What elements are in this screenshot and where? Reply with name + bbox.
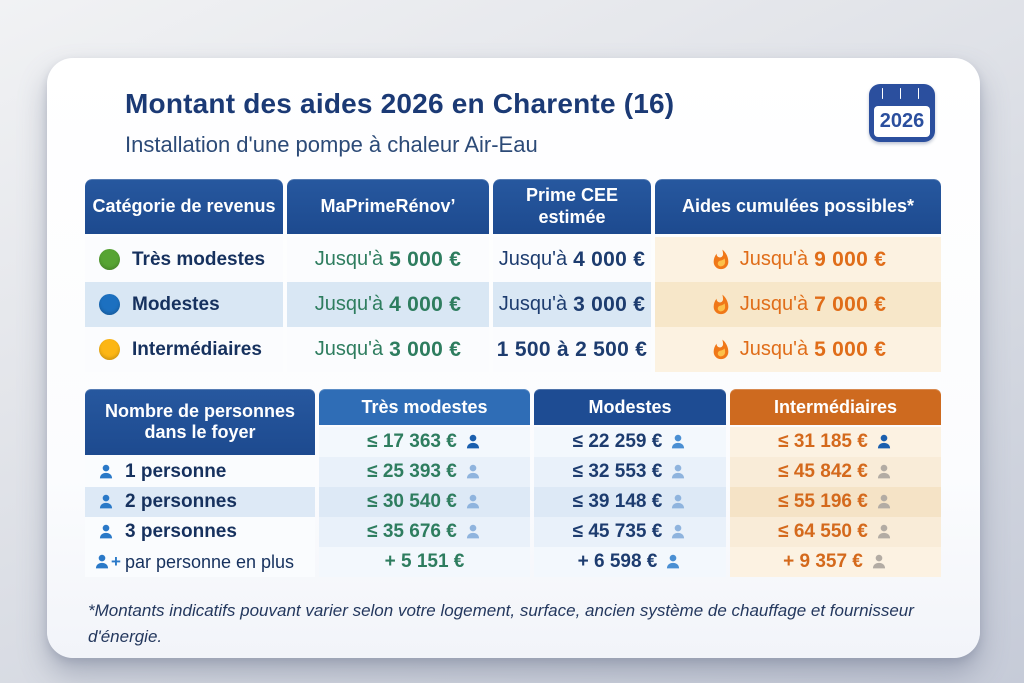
income-threshold-cell: ≤ 55 196 € — [730, 487, 941, 517]
aides-cumulees-value: Jusqu'à 7 000 € — [655, 282, 941, 327]
income-threshold-cell: + 5 151 € — [319, 547, 530, 577]
person-icon — [669, 433, 687, 451]
footnote: *Montants indicatifs pouvant varier selo… — [88, 601, 914, 647]
income-threshold-cell: ≤ 22 259 € — [534, 427, 726, 457]
column-header-modestes: Modestes — [534, 389, 726, 425]
person-icon — [97, 523, 115, 541]
income-threshold-cell: ≤ 64 550 € — [730, 517, 941, 547]
person-icon — [97, 493, 115, 511]
person-icon — [870, 553, 888, 571]
person-icon — [664, 553, 682, 571]
table-row-category: Modestes — [85, 282, 283, 327]
page-subtitle: Installation d'une pompe à chaleur Air-E… — [125, 132, 538, 157]
income-threshold-cell: ≤ 39 148 € — [534, 487, 726, 517]
column-header-category: Catégorie de revenus — [85, 179, 283, 237]
calendar-icon: 2026 — [867, 74, 939, 144]
modestes-column: Modestes ≤ 22 259 € ≤ 32 553 € ≤ 39 148 … — [534, 389, 726, 577]
maprimerenov-value: Jusqu'à 4 000 € — [287, 282, 489, 327]
page-title: Montant des aides 2026 en Charente (16) — [125, 88, 675, 119]
income-threshold-cell: ≤ 31 185 € — [730, 427, 941, 457]
person-icon — [875, 493, 893, 511]
flame-icon — [710, 249, 732, 271]
income-threshold-cell: ≤ 35 676 € — [319, 517, 530, 547]
green-dot-icon — [99, 249, 120, 270]
household-row-label: 1 personne — [85, 457, 315, 487]
person-icon — [669, 493, 687, 511]
aid-amounts-table: Catégorie de revenus MaPrimeRénov’ Prime… — [85, 179, 941, 372]
category-label: Intermédiaires — [132, 338, 262, 360]
income-threshold-cell: ≤ 45 842 € — [730, 457, 941, 487]
table-row-category: Intermédiaires — [85, 327, 283, 372]
person-icon — [464, 433, 482, 451]
column-header-aides-cumulees: Aides cumulées possibles* — [655, 179, 941, 237]
blue-dot-icon — [99, 294, 120, 315]
income-threshold-cell: ≤ 17 363 € — [319, 427, 530, 457]
income-threshold-cell: + 9 357 € — [730, 547, 941, 577]
person-icon — [669, 463, 687, 481]
aides-cumulees-value: Jusqu'à 9 000 € — [655, 237, 941, 282]
household-row-label: 3 personnes — [85, 517, 315, 547]
person-plus-icon — [93, 553, 111, 571]
column-header-tres-modestes: Très modestes — [319, 389, 530, 425]
person-icon — [464, 493, 482, 511]
aides-cumulees-value: Jusqu'à 5 000 € — [655, 327, 941, 372]
flame-icon — [710, 294, 732, 316]
column-header-maprimerenov: MaPrimeRénov’ — [287, 179, 489, 237]
person-icon — [875, 463, 893, 481]
person-icon — [669, 523, 687, 541]
column-header-intermediaires: Intermédiaires — [730, 389, 941, 425]
intermediaires-column: Intermédiaires ≤ 31 185 € ≤ 45 842 € ≤ 5… — [730, 389, 941, 577]
table-row-category: Très modestes — [85, 237, 283, 282]
prime-cee-value: Jusqu'à 3 000 € — [493, 282, 651, 327]
column-header-household: Nombre de personnes dans le foyer — [85, 389, 315, 455]
income-threshold-cell: ≤ 32 553 € — [534, 457, 726, 487]
person-icon — [464, 523, 482, 541]
household-row-label: + par personne en plus — [85, 547, 315, 577]
person-icon — [875, 523, 893, 541]
household-row-label: 2 personnes — [85, 487, 315, 517]
plus-mark: + — [111, 552, 121, 571]
calendar-year: 2026 — [874, 106, 930, 137]
maprimerenov-value: Jusqu'à 3 000 € — [287, 327, 489, 372]
tres-modestes-column: Très modestes ≤ 17 363 € ≤ 25 393 € ≤ 30… — [319, 389, 530, 577]
prime-cee-value: Jusqu'à 4 000 € — [493, 237, 651, 282]
category-label: Très modestes — [132, 248, 266, 270]
yellow-dot-icon — [99, 339, 120, 360]
income-threshold-cell: ≤ 30 540 € — [319, 487, 530, 517]
income-threshold-cell: ≤ 45 735 € — [534, 517, 726, 547]
maprimerenov-value: Jusqu'à 5 000 € — [287, 237, 489, 282]
income-threshold-cell: + 6 598 € — [534, 547, 726, 577]
column-header-prime-cee: Prime CEE estimée — [493, 179, 651, 237]
flame-icon — [710, 339, 732, 361]
income-thresholds-table: Nombre de personnes dans le foyer 1 pers… — [85, 389, 941, 577]
person-icon — [97, 463, 115, 481]
person-icon — [875, 433, 893, 451]
person-icon — [464, 463, 482, 481]
infographic-card: Montant des aides 2026 en Charente (16) … — [47, 58, 980, 658]
prime-cee-value: 1 500 à 2 500 € — [493, 327, 651, 372]
category-label: Modestes — [132, 293, 220, 315]
household-size-column: Nombre de personnes dans le foyer 1 pers… — [85, 389, 315, 577]
income-threshold-cell: ≤ 25 393 € — [319, 457, 530, 487]
